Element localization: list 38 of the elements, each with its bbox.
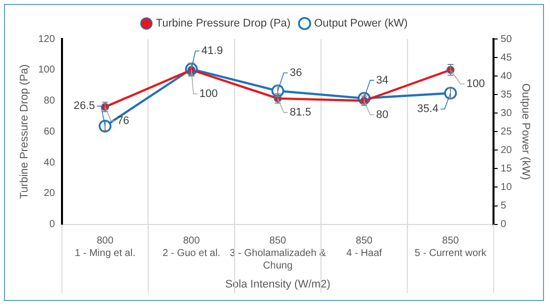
y2-tick-label: 35 — [500, 89, 512, 100]
point — [98, 120, 112, 132]
x-axis-title: Sola Intensity (W/m2) — [225, 278, 330, 290]
data-label: 76 — [117, 114, 130, 127]
y2-axis-title: Outpue Power (kW) — [519, 83, 532, 180]
y2-tick-label: 30 — [500, 108, 512, 119]
data-label: 81.5 — [290, 106, 312, 118]
data-label: 100 — [466, 78, 485, 90]
y2-tick-label: 25 — [500, 126, 512, 138]
y2-tick-label: 15 — [500, 163, 512, 174]
y2-tick-label: 40 — [500, 70, 512, 82]
y2-tick-label: 50 — [500, 34, 512, 45]
data-label: 41.9 — [201, 45, 223, 58]
y-tick-label: 80 — [44, 96, 56, 107]
x-tick-label: 800 2 - Guo et al. — [162, 235, 220, 259]
x-tick-label: 800 1 - Ming et al. — [74, 235, 136, 259]
y-tick-label: 20 — [44, 188, 56, 200]
y-axis-title: Turbine Pressure Drop (Pa) — [18, 64, 31, 199]
y-tick-label: 40 — [44, 157, 56, 168]
y2-tick-label: 45 — [500, 52, 512, 64]
y2-tick-label: 10 — [500, 182, 512, 193]
y2-tick-label: 20 — [500, 144, 512, 156]
y-tick-label: 100 — [38, 64, 56, 76]
y-tick-label: 60 — [44, 126, 56, 138]
data-label: 80 — [376, 108, 388, 121]
data-label: 36 — [290, 66, 302, 79]
y2-tick-label: 5 — [500, 200, 507, 212]
data-label: 100 — [199, 88, 218, 100]
y2-tick-label: 0 — [500, 219, 507, 230]
x-tick-label: 850 4 - Haaf — [346, 235, 382, 259]
data-label: 35.4 — [417, 103, 438, 116]
data-label: 34 — [376, 74, 388, 86]
y-tick-label: 120 — [38, 34, 56, 45]
data-label: 26.5 — [74, 100, 96, 112]
legend-label: Output Power (kW) — [314, 18, 408, 30]
legend-label: Turbine Pressure Drop (Pa) — [156, 18, 291, 30]
x-tick-label: 850 5 - Current work — [414, 235, 488, 259]
y-tick-label: 0 — [49, 219, 56, 230]
